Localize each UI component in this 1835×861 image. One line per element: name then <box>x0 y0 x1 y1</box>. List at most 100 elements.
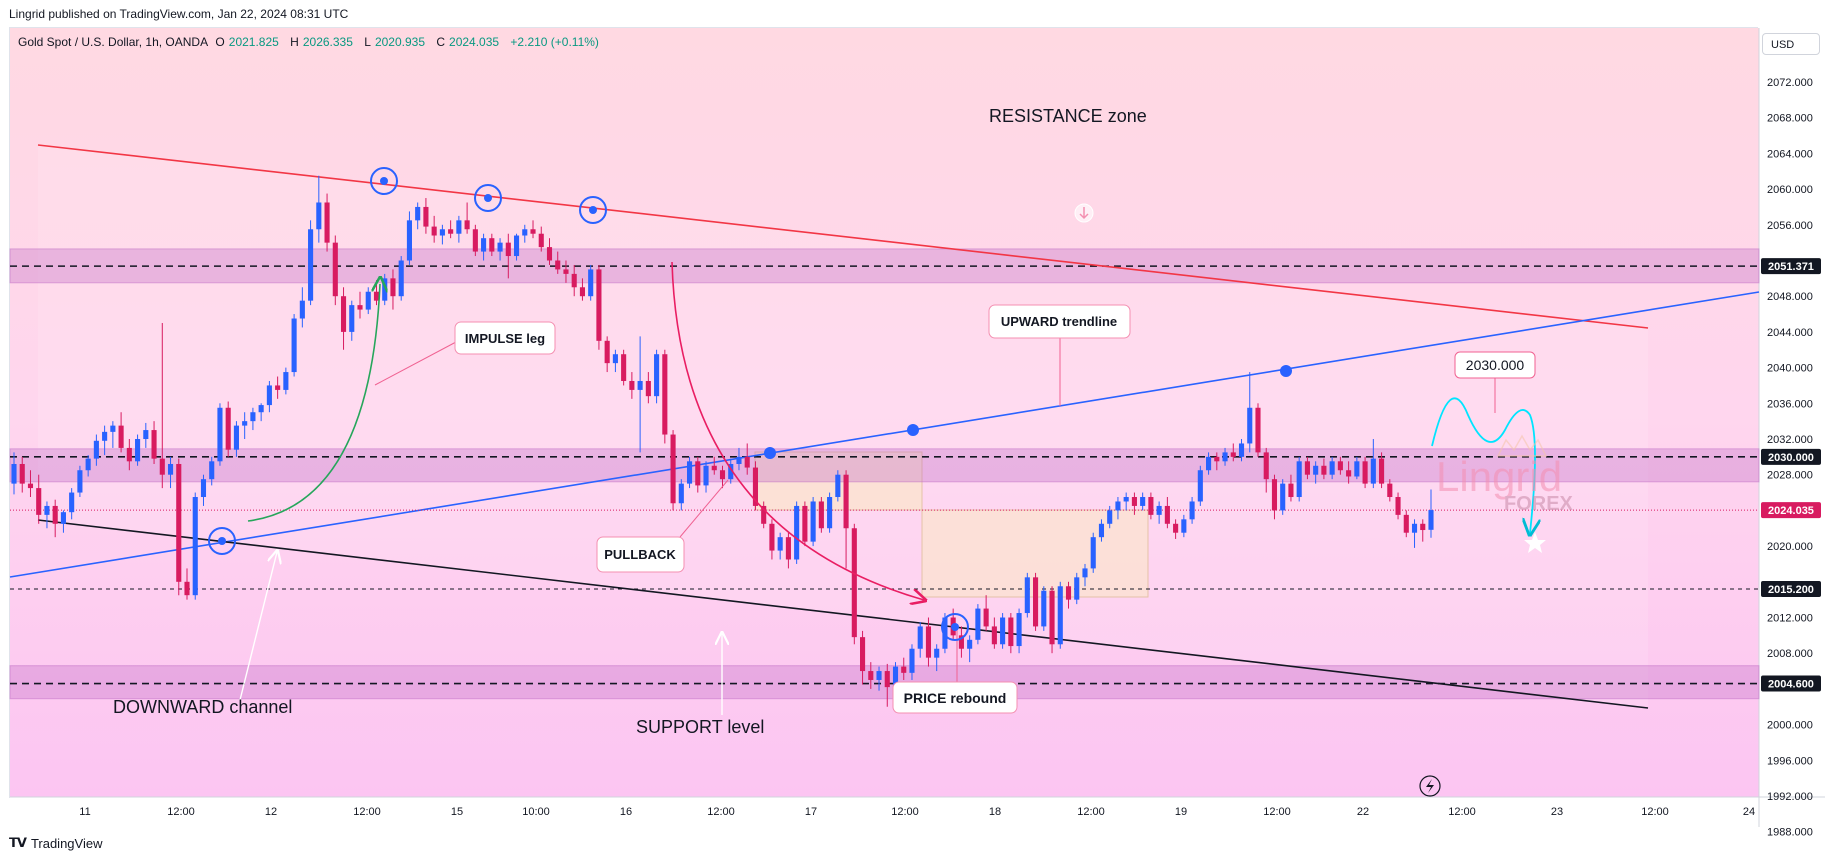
candle-body <box>11 463 17 484</box>
candle-body <box>604 340 610 364</box>
axis-background <box>1759 28 1825 797</box>
candle <box>390 269 396 310</box>
price-zone <box>9 448 1760 483</box>
time-tick-label: 12:00 <box>1641 806 1669 818</box>
candle-body <box>1041 590 1047 627</box>
candle <box>530 220 536 239</box>
pullback-callout: PULLBACK <box>596 536 685 573</box>
candle <box>983 595 989 631</box>
publisher-line: Lingrid published on TradingView.com, Ja… <box>9 7 349 21</box>
candle <box>192 492 198 600</box>
candle <box>678 479 684 511</box>
candle <box>629 372 635 399</box>
candle <box>398 256 404 301</box>
candle <box>1296 456 1302 502</box>
candle-body <box>423 206 429 227</box>
candle-body <box>1181 519 1187 533</box>
price-tick-label: 2072.000 <box>1767 77 1813 89</box>
currency-button[interactable]: USD <box>1762 33 1820 55</box>
candle-body <box>736 456 742 464</box>
candle-body <box>1065 586 1072 600</box>
support-level-label: SUPPORT level <box>636 717 764 737</box>
candle <box>184 568 190 600</box>
candle <box>349 300 355 341</box>
candle-body <box>530 229 536 234</box>
price-tick-label: 2032.000 <box>1767 434 1813 446</box>
candle-body <box>143 430 149 439</box>
candle-body <box>406 220 412 261</box>
candle <box>1403 510 1409 538</box>
candle-body <box>250 412 256 422</box>
price-axis-labels-layer: 2051.371 2030.000 2024.035 2015.200 2004.600 <box>1761 258 1821 692</box>
candle <box>36 474 42 524</box>
upward-trendline-callout: UPWARD trendline <box>988 304 1131 339</box>
price-axis-label-bg <box>1761 580 1821 597</box>
candle <box>1288 474 1294 502</box>
candle <box>143 422 149 448</box>
candle-body <box>579 287 586 297</box>
candle-body <box>555 260 561 270</box>
candle <box>93 434 99 466</box>
candle-body <box>192 497 198 596</box>
candle-body <box>1123 497 1129 502</box>
candle-body <box>1016 613 1022 647</box>
candle-body <box>629 380 635 390</box>
candle <box>415 202 421 230</box>
candle <box>1033 572 1039 631</box>
candle-body <box>794 505 800 560</box>
price-tick-label: 2040.000 <box>1767 363 1813 375</box>
candle <box>579 278 586 301</box>
time-tick-label: 19 <box>1175 806 1187 818</box>
candle <box>316 175 322 243</box>
candle <box>1313 461 1319 484</box>
candle-body <box>917 626 923 649</box>
candle-body <box>365 291 371 310</box>
candle-body <box>1354 461 1360 477</box>
candle <box>365 287 371 315</box>
candle <box>596 264 602 350</box>
candle <box>1123 492 1129 511</box>
candle-body <box>1000 617 1006 645</box>
candle <box>250 407 256 431</box>
candle <box>1222 447 1228 466</box>
candle-body <box>464 220 470 230</box>
candle <box>1057 581 1063 649</box>
price-tick-label: 1992.000 <box>1767 791 1813 803</box>
candle <box>1362 456 1368 489</box>
candle <box>1164 497 1170 529</box>
candle-body <box>448 229 454 234</box>
candle-body <box>225 407 231 450</box>
candle <box>233 421 239 457</box>
candles-layer <box>11 175 1434 707</box>
candle <box>719 465 726 489</box>
candle <box>505 233 511 279</box>
swing-circle <box>579 196 607 224</box>
candle-body <box>892 666 899 688</box>
lightning-icon <box>1419 775 1441 797</box>
candle-body <box>1074 577 1080 600</box>
candle-body <box>332 242 338 297</box>
candle <box>1140 492 1146 511</box>
candle-body <box>1156 505 1162 515</box>
candle <box>340 287 347 350</box>
watermark-main-text: Lingrid <box>1436 453 1562 500</box>
price-tick-label: 2008.000 <box>1767 648 1813 660</box>
time-tick-label: 12 <box>265 806 277 818</box>
swing-dot <box>484 194 492 202</box>
candle <box>382 273 388 306</box>
time-tick-label: 12:00 <box>1263 806 1291 818</box>
candle <box>1148 492 1154 520</box>
candle-body <box>868 671 874 680</box>
candle-body <box>1379 458 1385 484</box>
candle-body <box>316 202 322 230</box>
tradingview-footer[interactable]: 𝗧𝗩 TradingView <box>9 835 102 851</box>
candle <box>291 314 297 377</box>
candle-body <box>621 354 627 381</box>
candle <box>909 644 915 680</box>
candle <box>481 233 487 261</box>
candle-body <box>1238 443 1245 457</box>
candle <box>1247 372 1253 453</box>
swing-dot <box>951 623 959 631</box>
candle-body <box>415 206 421 221</box>
